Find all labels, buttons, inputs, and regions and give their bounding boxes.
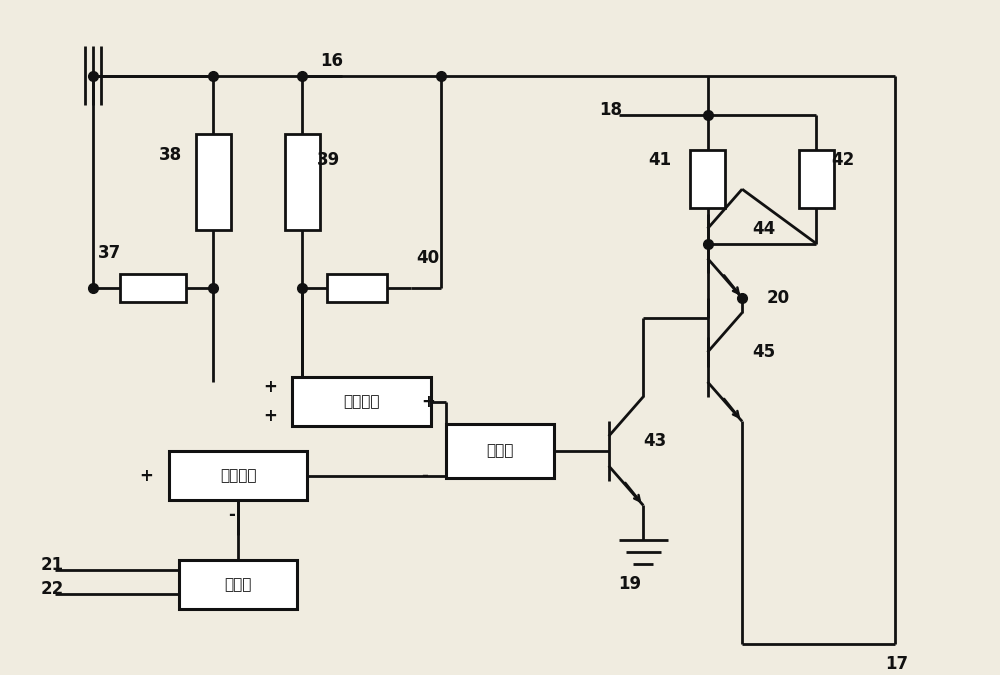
Point	[294, 70, 310, 81]
Point	[700, 238, 716, 249]
Text: 40: 40	[416, 249, 439, 267]
Text: 38: 38	[159, 146, 182, 163]
Text: +: +	[421, 393, 435, 410]
Point	[205, 70, 221, 81]
Text: -: -	[421, 466, 428, 485]
Point	[734, 292, 750, 303]
Point	[205, 283, 221, 294]
Bar	[446, 424, 554, 478]
Text: 22: 22	[40, 580, 64, 599]
Bar	[285, 134, 320, 230]
Bar	[327, 274, 387, 302]
Text: 19: 19	[619, 576, 642, 593]
Text: 比较器: 比较器	[486, 443, 514, 458]
Text: 42: 42	[831, 151, 854, 169]
Text: 求和电路: 求和电路	[343, 394, 380, 409]
Bar	[169, 451, 307, 500]
Text: 16: 16	[320, 52, 343, 70]
Text: 39: 39	[317, 151, 340, 169]
Point	[85, 70, 101, 81]
Bar	[179, 560, 297, 609]
Text: 求差电路: 求差电路	[220, 468, 256, 483]
Text: 18: 18	[599, 101, 622, 119]
Text: 17: 17	[885, 655, 909, 672]
Text: 21: 21	[40, 556, 64, 574]
Point	[433, 70, 449, 81]
Text: +: +	[263, 408, 277, 425]
Text: +: +	[263, 378, 277, 396]
Bar	[690, 151, 725, 208]
Text: 44: 44	[752, 219, 775, 238]
Bar	[120, 274, 186, 302]
Bar	[799, 151, 834, 208]
Point	[294, 283, 310, 294]
Text: 20: 20	[767, 289, 790, 307]
Point	[85, 283, 101, 294]
Text: 乘法器: 乘法器	[224, 577, 252, 592]
Bar	[196, 134, 231, 230]
Text: 37: 37	[98, 244, 121, 263]
Text: 43: 43	[643, 432, 667, 450]
Text: +: +	[139, 466, 153, 485]
Text: 41: 41	[648, 151, 671, 169]
Text: -: -	[228, 506, 235, 524]
Bar	[292, 377, 431, 427]
Point	[700, 109, 716, 120]
Text: 45: 45	[752, 343, 775, 361]
